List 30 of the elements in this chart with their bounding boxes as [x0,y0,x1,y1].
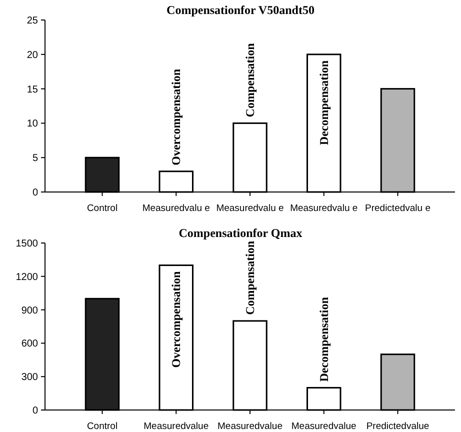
x-tick-label: Predictedvalu e [365,203,430,214]
annotation: Compensation [243,240,257,315]
x-tick-label: Measuredvalu e [290,203,358,214]
x-tick-label: Control [86,421,118,432]
x-tick-label: Measuredvalue [218,421,282,432]
y-tick-label: 1500 [16,238,38,250]
chart-title: Compensationfor V50andt50 [166,3,314,17]
x-tick-label: Measuredvalue [144,421,209,432]
x-tick-label: Measuredvalu e [216,203,284,214]
y-tick-label: 0 [32,188,38,198]
x-tick-label: Measuredvalu e [142,203,210,214]
y-tick-label: 20 [26,50,38,61]
y-tick-label: 300 [21,372,38,384]
annotation: Decompensation [316,296,331,382]
y-tick-label: 1200 [16,272,38,283]
y-tick-label: 600 [21,338,38,350]
y-tick-label: 15 [26,84,38,96]
chart-title: Compensationfor Qmax [178,226,302,240]
y-tick-label: 0 [32,406,38,416]
x-tick-label: Predictedvalue [366,421,430,432]
x-tick-label: Measuredvalue [291,421,356,432]
y-tick-label: 5 [32,153,38,164]
y-tick-label: 10 [26,118,38,130]
annotation: Overcompensation [169,270,184,368]
annotation: Overcompensation [169,68,184,166]
y-tick-label: 900 [21,305,38,316]
annotation: Compensation [243,42,257,118]
y-tick-label: 25 [26,16,38,26]
annotation: Decompensation [316,60,331,146]
x-tick-label: Control [86,203,118,214]
